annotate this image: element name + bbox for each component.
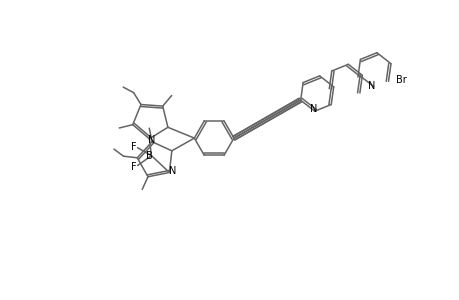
Text: F: F	[130, 161, 136, 172]
Text: B: B	[146, 151, 152, 160]
Text: N: N	[368, 81, 375, 91]
Text: N: N	[147, 135, 155, 145]
Text: N: N	[168, 167, 176, 176]
Text: N: N	[309, 104, 317, 114]
Text: Br: Br	[396, 75, 406, 85]
Text: F: F	[130, 142, 136, 152]
